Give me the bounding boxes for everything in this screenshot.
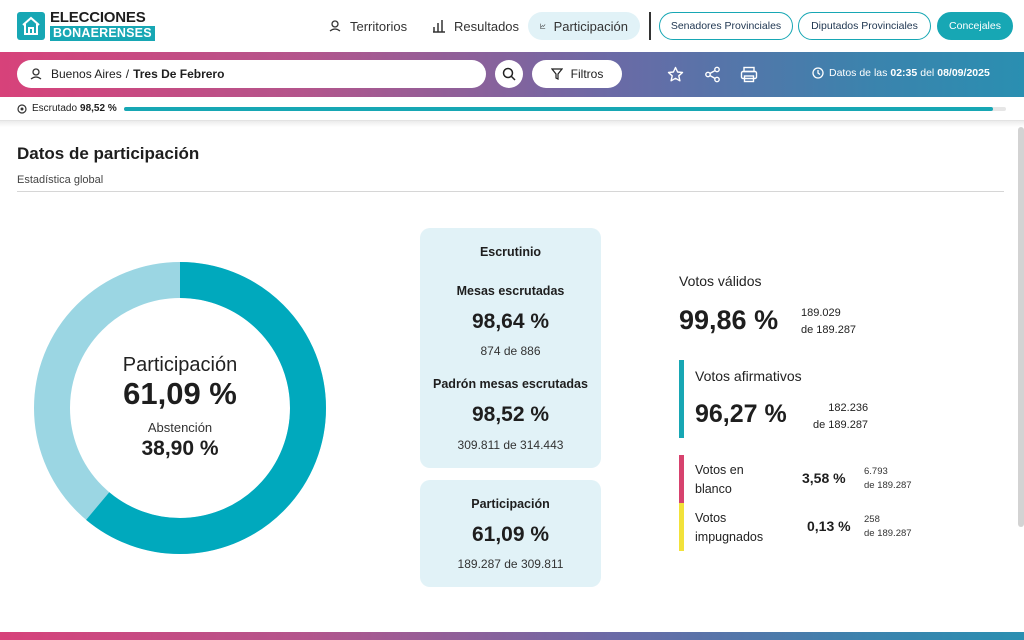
line-chart-icon (540, 23, 546, 29)
abstencion-label: Abstención (147, 420, 213, 435)
logo-title: ELECCIONES (50, 9, 146, 26)
date-time: 02:35 (890, 67, 918, 79)
location-district: Tres De Febrero (133, 67, 225, 81)
votos-blanco-total: de 189.287 (864, 480, 912, 491)
votos-blanco-count: 6.793 (864, 466, 888, 477)
donut-value: 61,09 % (123, 376, 237, 411)
donut-center: Participación 61,09 % Abstención 38,90 % (34, 262, 326, 554)
votos-impugnados-value: 0,13 % (807, 518, 851, 534)
nav-participacion[interactable]: Participación (528, 12, 640, 40)
divider (17, 191, 1004, 192)
votos-blanco-value: 3,58 % (802, 470, 846, 486)
votos-impugnados-count: 258 (864, 514, 880, 525)
house-icon (17, 11, 45, 40)
bar-chart-icon (433, 20, 445, 33)
location-separator: / (125, 67, 130, 81)
votos-afirmativos-total: de 189.287 (813, 419, 869, 431)
nav-label: Territorios (350, 18, 408, 34)
mesas-value: 98,64 % (471, 310, 550, 333)
progress-track (124, 107, 1006, 111)
participation-donut-chart (34, 262, 326, 554)
user-pin-icon (30, 68, 42, 80)
print-icon[interactable] (740, 66, 758, 83)
location-region: Buenos Aires (51, 67, 122, 81)
blanco-color-bar (679, 455, 684, 503)
target-icon (17, 103, 27, 114)
progress-fill (124, 107, 993, 111)
date-day: 08/09/2025 (937, 67, 990, 79)
date-mid: del (920, 67, 935, 79)
page-scrollbar[interactable] (1018, 127, 1024, 527)
donut-participacion-arc (34, 262, 326, 554)
escrutinio-card: Escrutinio Mesas escrutadas 98,64 % 874 … (420, 228, 601, 468)
date-prefix: Datos de las (829, 67, 888, 79)
site-logo[interactable]: ELECCIONES BONAERENSES (17, 10, 155, 41)
votos-validos-detail: 189.029 de 189.287 (801, 305, 856, 339)
filter-label: Filtros (570, 67, 604, 81)
nav-label: Participación (553, 18, 628, 34)
header-shadow (0, 121, 1024, 127)
map-pin-icon (329, 20, 341, 32)
padron-value: 98,52 % (471, 403, 550, 426)
search-button[interactable] (495, 60, 523, 88)
votos-afirmativos-count: 182.236 (828, 402, 869, 414)
nav-divider (649, 12, 651, 40)
participacion-card-detail: 189.287 de 309.811 (457, 557, 564, 571)
participacion-card: Participación 61,09 % 189.287 de 309.811 (420, 480, 601, 587)
nav-territorios[interactable]: Territorios (316, 12, 419, 40)
votos-blanco-label: Votos en blanco (695, 463, 744, 496)
footer-gradient (0, 632, 1024, 640)
nav-resultados[interactable]: Resultados (420, 12, 531, 40)
votos-validos-count: 189.029 (801, 307, 841, 319)
escrutinio-title: Escrutinio (479, 245, 542, 259)
clock-icon (812, 67, 824, 79)
mesas-detail: 874 de 886 (480, 344, 541, 358)
top-header: ELECCIONES BONAERENSES Territorios Resul… (0, 0, 1024, 52)
impugnados-color-bar (679, 503, 684, 551)
star-icon[interactable] (667, 66, 684, 83)
logo-subtitle: BONAERENSES (50, 26, 155, 41)
votos-validos-total: de 189.287 (801, 324, 857, 336)
location-search-input[interactable]: Buenos Aires / Tres De Febrero (17, 60, 486, 88)
votos-blanco-detail: 6.793 de 189.287 (864, 465, 912, 493)
escrutado-progress: Escrutado 98,52 % (0, 97, 1024, 121)
share-icon[interactable] (704, 66, 721, 83)
search-icon (502, 67, 516, 81)
donut-label: Participación (122, 354, 238, 376)
pill-concejales[interactable]: Concejales (937, 12, 1013, 40)
page-title: Datos de participación (17, 144, 200, 163)
escrutado-label: Escrutado (32, 103, 78, 114)
votos-afirmativos-detail: 182.236 de 189.287 (813, 400, 868, 434)
pill-senadores[interactable]: Senadores Provinciales (659, 12, 793, 40)
padron-title: Padrón mesas escrutadas (433, 377, 588, 391)
votos-validos-label: Votos válidos (679, 273, 762, 289)
pill-diputados[interactable]: Diputados Provinciales (798, 12, 931, 40)
abstencion-value: 38,90 % (141, 437, 219, 460)
filter-button[interactable]: Filtros (532, 60, 622, 88)
padron-detail: 309.811 de 314.443 (457, 438, 564, 452)
filter-icon (550, 68, 563, 80)
votos-impugnados-label: Votos impugnados (695, 511, 764, 544)
data-timestamp: Datos de las 02:35 del 08/09/2025 (812, 67, 993, 79)
mesas-title: Mesas escrutadas (456, 284, 565, 298)
nav-label: Resultados (454, 18, 520, 34)
page-subtitle: Estadística global (17, 174, 104, 186)
filter-toolbar: Buenos Aires / Tres De Febrero Filtros D… (0, 52, 1024, 97)
votos-afirmativos-value: 96,27 % (695, 400, 787, 428)
votos-afirmativos-label: Votos afirmativos (695, 368, 802, 384)
votos-impugnados-detail: 258 de 189.287 (864, 513, 912, 541)
afirmativos-color-bar (679, 360, 684, 438)
votos-validos-value: 99,86 % (679, 305, 779, 335)
escrutado-label-group: Escrutado 98,52 % (17, 103, 117, 114)
escrutado-value: 98,52 % (80, 103, 117, 114)
votos-impugnados-total: de 189.287 (864, 528, 912, 539)
participacion-card-value: 61,09 % (471, 523, 550, 546)
participacion-card-title: Participación (471, 497, 550, 511)
